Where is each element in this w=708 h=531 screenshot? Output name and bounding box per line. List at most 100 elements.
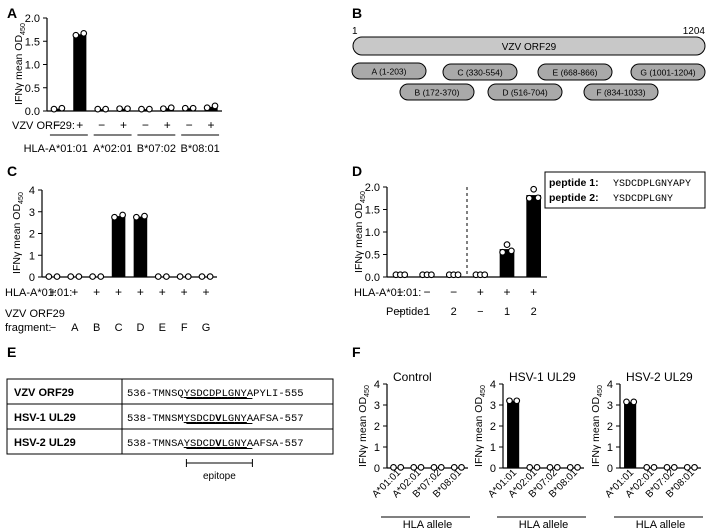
panel-a-ytick-label: 0.0 [25, 106, 40, 118]
peptide-legend-name: peptide 2: [549, 192, 599, 204]
orf29-start-label: 1 [352, 26, 358, 37]
panel-c-bar-4 [133, 216, 148, 277]
panel-a-point-5 [160, 105, 167, 113]
panel-f3-point-3 [683, 464, 691, 471]
panel-a-sign: − [142, 118, 149, 132]
panel-a-point-5 [167, 104, 175, 112]
panel-f3-point-1 [643, 464, 651, 471]
panel-f1-ytick-label: 4 [374, 379, 380, 391]
orf29-protein-bar [352, 36, 706, 56]
panel-d-point-1 [428, 271, 435, 279]
panel-f2-point-3 [574, 464, 581, 471]
panel-a-point-1 [72, 31, 80, 39]
panel-c-point-6 [176, 273, 184, 280]
panel-a-bar-5 [160, 108, 174, 111]
panel-f2-point-1 [526, 464, 534, 471]
panel-f1-ytick-label: 2 [374, 421, 380, 433]
panel-f3-point-0 [623, 398, 630, 406]
panel-c-ytick-label: 0 [29, 272, 35, 284]
panel-a-bar-1 [73, 34, 87, 111]
panel-d-ytick-label: 0.0 [365, 272, 380, 284]
panel-c-point-4 [141, 212, 148, 220]
panel-f2-ylabel: IFNγ mean OD450 [473, 385, 487, 467]
panel-c-row1-value: + [181, 285, 188, 299]
panel-a-group-label: HLA-A*01:01 [24, 143, 88, 155]
panel-c-ylabel: IFNγ mean OD450 [11, 192, 25, 274]
panel-c-row1-value: + [115, 285, 122, 299]
panel-d-point-5 [530, 185, 538, 193]
panel-a-point-1 [80, 29, 88, 37]
panel-d-row2-value: − [397, 306, 403, 318]
panel-c-point-6 [184, 273, 192, 280]
panel-a-bar-6 [182, 108, 196, 111]
panel-f2-ytick-label: 1 [490, 442, 496, 454]
panel-d-point-0 [401, 271, 409, 279]
panel-f1-xlabel: HLA allele [403, 519, 453, 531]
panel-d-row1-label: HLA-A*01:01: [354, 287, 421, 299]
panel-a-point-0 [50, 105, 58, 113]
fragment-c-shape [442, 63, 518, 81]
panel-letter-c: C [7, 163, 17, 179]
panel-f2-ytick-label: 3 [490, 400, 496, 412]
panel-a-point-7 [203, 104, 211, 112]
panel-f3-point-0 [630, 398, 638, 406]
panel-c-row1-value: + [137, 285, 144, 299]
panel-letter-d: D [352, 163, 362, 179]
peptide-legend-sequence: YSDCDPLGNY [613, 194, 673, 205]
panel-f3-ytick-label: 2 [607, 421, 613, 433]
fragment-a-shape [351, 62, 427, 80]
panel-c-point-0 [45, 273, 53, 280]
panel-d-row2-value: − [477, 306, 483, 318]
panel-c-ytick-label: 4 [29, 185, 35, 197]
panel-c-row1-label: HLA-A*01:01: [5, 287, 72, 299]
panel-f1-point-0 [397, 464, 405, 471]
panel-f1-point-1 [417, 464, 425, 471]
alignment-row-sequence: 538-TMNSAYSDCDVLGNYAAFSA-557 [127, 438, 304, 450]
alignment-row-name: VZV ORF29 [14, 387, 74, 399]
panel-d-point-5 [525, 194, 533, 202]
panel-f2-point-0 [506, 397, 513, 405]
panel-d-row2-value: 1 [504, 306, 510, 318]
peptide-legend-sequence: YSDCDPLGNYAPY [613, 179, 691, 190]
fragment-g-label: G (1001-1204) [640, 68, 695, 78]
panel-a-sign: + [208, 118, 215, 132]
fragment-c-label: C (330-554) [457, 68, 503, 78]
panel-c-row2-value: F [181, 322, 188, 334]
panel-c-row2-value: E [159, 322, 166, 334]
panel-d-row2-value: 2 [531, 306, 537, 318]
panel-c-bar-3 [111, 216, 126, 277]
panel-d-ytick-label: 1.0 [365, 227, 380, 239]
panel-a-bar-2 [95, 109, 109, 111]
panel-f3-ytick-label: 1 [607, 442, 613, 454]
panel-d-bar-4 [499, 249, 515, 277]
panel-c-row2-value: G [202, 322, 211, 334]
panel-f3-xlabel: HLA allele [636, 519, 686, 531]
panel-f3-title: HSV-2 UL29 [626, 370, 693, 384]
panel-a-sign: − [54, 118, 61, 132]
panel-a-group-label: B*07:02 [137, 143, 176, 155]
panel-c-row1-value: + [71, 285, 78, 299]
panel-letter-b: B [352, 5, 362, 21]
panel-f3-ytick-label: 0 [607, 463, 613, 475]
panel-c-point-1 [75, 273, 83, 280]
panel-f3-ylabel: IFNγ mean OD450 [590, 385, 604, 467]
panel-c-point-7 [206, 273, 214, 280]
panel-c-point-2 [97, 273, 105, 280]
panel-f2-point-3 [566, 464, 574, 471]
panel-c-row2-label: VZV ORF29 [5, 308, 65, 320]
panel-a-row-label: VZV ORF29: [12, 120, 75, 132]
panel-f2-xlabel: HLA allele [519, 519, 569, 531]
orf29-end-label: 1204 [683, 26, 706, 37]
panel-c-point-2 [89, 273, 96, 280]
panel-a-ylabel: IFNγ mean OD450 [13, 23, 27, 105]
fragment-b-label: B (172-370) [415, 88, 460, 98]
panel-a-point-0 [58, 104, 66, 112]
panel-a-point-7 [211, 102, 219, 110]
panel-c-ytick-label: 1 [29, 250, 35, 262]
orf29-protein-label: VZV ORF29 [502, 42, 557, 53]
panel-f3-ytick-label: 4 [607, 379, 613, 391]
panel-a-bar-7 [204, 106, 218, 111]
alignment-row-sequence: 536-TMNSQYSDCDPLGNYAPYLI-555 [127, 388, 304, 400]
panel-d-ytick-label: 0.5 [365, 250, 380, 262]
